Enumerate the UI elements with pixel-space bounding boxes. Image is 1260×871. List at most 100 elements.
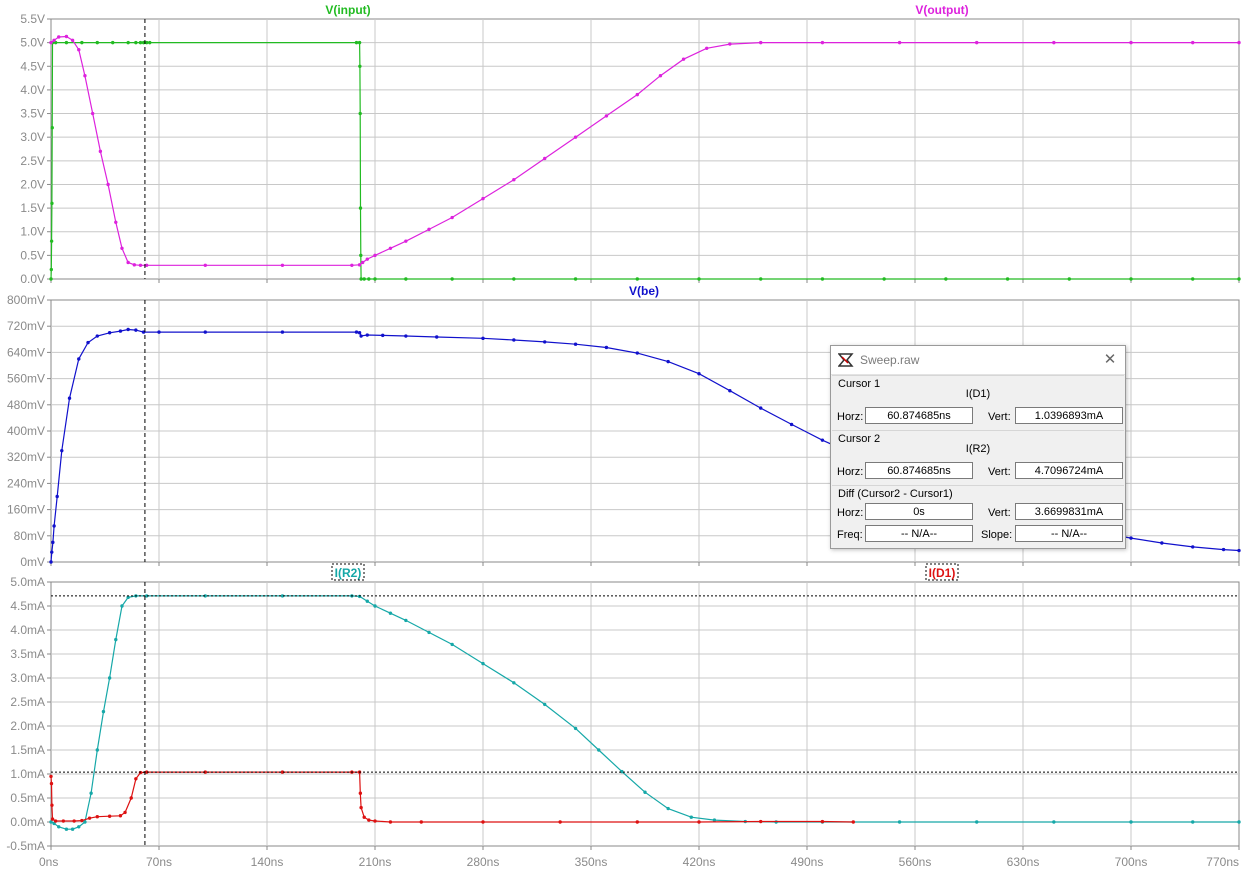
data-point xyxy=(635,820,639,824)
data-point xyxy=(157,330,161,334)
data-point xyxy=(95,748,99,752)
data-point xyxy=(604,345,609,350)
cursor2-horz-field[interactable]: 60.874685ns xyxy=(865,462,973,479)
data-point xyxy=(126,260,130,265)
data-point xyxy=(712,818,717,822)
data-point xyxy=(101,709,106,714)
data-point xyxy=(134,328,138,332)
data-point xyxy=(512,681,516,685)
data-point xyxy=(820,819,825,824)
data-point xyxy=(1052,40,1056,45)
data-point xyxy=(134,777,138,781)
data-point xyxy=(1237,548,1241,553)
data-point xyxy=(1237,820,1241,824)
cursor2-label-box xyxy=(331,563,365,581)
data-point xyxy=(367,818,371,822)
data-point xyxy=(481,661,485,666)
data-point xyxy=(114,220,118,224)
data-point xyxy=(129,796,133,800)
data-point xyxy=(681,57,686,61)
data-point xyxy=(643,790,647,794)
y-tick-label: 1.5V xyxy=(20,201,45,215)
y-tick-label: -0.5mA xyxy=(6,839,45,853)
cursor2-vert-field[interactable]: 4.7096724mA xyxy=(1015,462,1123,479)
data-point xyxy=(126,40,130,45)
data-point xyxy=(481,196,485,201)
data-point xyxy=(427,227,431,232)
y-tick-label: 480mV xyxy=(7,398,45,412)
data-point xyxy=(90,111,95,116)
data-point xyxy=(357,331,362,335)
data-point xyxy=(1191,545,1195,549)
y-tick-label: 2.0mA xyxy=(10,719,45,733)
trace-label-v-input: V(input) xyxy=(325,3,370,17)
data-point xyxy=(83,74,87,78)
data-point xyxy=(126,595,130,600)
data-point xyxy=(1191,820,1195,824)
data-point xyxy=(80,818,84,823)
data-point xyxy=(120,604,124,608)
data-point xyxy=(50,126,54,130)
data-point xyxy=(1221,547,1226,552)
trace-label-i-r2: I(R2) xyxy=(335,566,362,580)
data-point xyxy=(359,253,363,258)
diff-freq-field[interactable]: -- N/A-- xyxy=(865,525,973,542)
data-point xyxy=(357,263,362,267)
data-point xyxy=(728,389,732,393)
pane-1: 0.0V 0.5V 1.0V 1.5V 2.0V 2.5V 3.0V 3.5V 4.0V 4.5V… xyxy=(20,3,1241,286)
data-point xyxy=(1129,277,1133,281)
y-tick-label: 0.0V xyxy=(20,272,45,286)
data-point xyxy=(49,820,53,824)
data-point xyxy=(404,239,408,243)
data-point xyxy=(851,820,855,824)
data-point xyxy=(512,277,516,281)
diff-freq-label: Freq: xyxy=(837,529,863,541)
y-tick-label: 0.0mA xyxy=(10,815,45,829)
x-tick-label: 560ns xyxy=(899,855,932,869)
data-point xyxy=(573,726,578,731)
data-point xyxy=(481,820,485,824)
data-point xyxy=(728,42,732,46)
dialog-titlebar[interactable]: Sweep.raw ✕ xyxy=(831,346,1125,375)
close-icon[interactable]: ✕ xyxy=(1103,351,1117,368)
data-point xyxy=(106,182,110,187)
y-tick-label: 2.5V xyxy=(20,154,45,168)
data-point xyxy=(52,524,56,528)
x-tick-label: 770ns xyxy=(1206,855,1239,869)
cursor1-vert-field[interactable]: 1.0396893mA xyxy=(1015,407,1123,424)
cursor-dialog[interactable]: Sweep.raw ✕ Cursor 1 I(D1) Horz: 60.8746… xyxy=(830,345,1126,549)
data-point xyxy=(481,336,485,341)
data-point xyxy=(1052,820,1056,824)
data-point xyxy=(144,263,149,267)
data-point xyxy=(77,825,81,829)
data-point xyxy=(203,770,207,774)
data-point xyxy=(138,263,143,267)
data-point xyxy=(95,40,99,45)
data-point xyxy=(52,38,56,42)
cursor1-horz-label: Horz: xyxy=(837,411,864,423)
data-point xyxy=(126,327,130,332)
data-point xyxy=(1067,277,1071,281)
y-tick-label: 160mV xyxy=(7,503,45,517)
data-point xyxy=(49,781,54,786)
data-point xyxy=(543,702,547,707)
data-point xyxy=(50,201,54,206)
data-point xyxy=(435,335,439,339)
diff-slope-field[interactable]: -- N/A-- xyxy=(1015,525,1123,542)
data-point xyxy=(573,277,578,281)
data-point xyxy=(512,178,516,182)
diff-vert-field[interactable]: 3.6699831mA xyxy=(1015,503,1123,520)
y-tick-label: 3.0V xyxy=(20,130,45,144)
data-point xyxy=(759,406,763,410)
data-point xyxy=(620,769,624,774)
data-point xyxy=(83,820,87,824)
data-point xyxy=(362,815,366,819)
y-tick-label: 720mV xyxy=(7,319,45,333)
diff-horz-field[interactable]: 0s xyxy=(865,503,973,520)
data-point xyxy=(57,35,61,39)
data-point xyxy=(358,206,363,210)
x-tick-label: 350ns xyxy=(575,855,608,869)
cursor1-horz-field[interactable]: 60.874685ns xyxy=(865,407,973,424)
data-point xyxy=(203,594,207,598)
data-point xyxy=(360,260,365,265)
